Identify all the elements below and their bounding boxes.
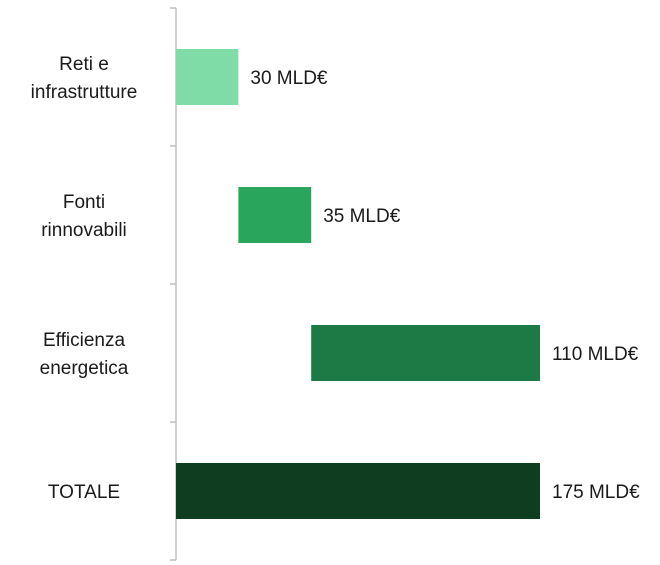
data-label-2: 110 MLD€ <box>552 344 639 365</box>
category-label-line: infrastrutture <box>31 82 138 103</box>
category-label-line: energetica <box>40 358 129 379</box>
category-label-line: Reti e <box>59 54 109 75</box>
category-label-1: Fonti rinnovabili <box>41 192 127 241</box>
data-label-0: 30 MLD€ <box>250 68 328 89</box>
bar-1 <box>238 187 312 243</box>
category-label-2: Efficienza energetica <box>40 330 129 379</box>
data-label-3: 175 MLD€ <box>552 482 640 503</box>
bar-2 <box>311 325 540 381</box>
category-label-3: TOTALE <box>48 482 120 503</box>
data-label-1: 35 MLD€ <box>323 206 401 227</box>
category-label-line: TOTALE <box>48 482 120 503</box>
bar-3 <box>176 463 540 519</box>
category-label-line: Efficienza <box>43 330 125 351</box>
category-label-line: rinnovabili <box>41 220 127 241</box>
bar-0 <box>176 49 239 105</box>
category-label-0: Reti e infrastrutture <box>31 54 138 103</box>
category-label-line: Fonti <box>63 192 105 213</box>
